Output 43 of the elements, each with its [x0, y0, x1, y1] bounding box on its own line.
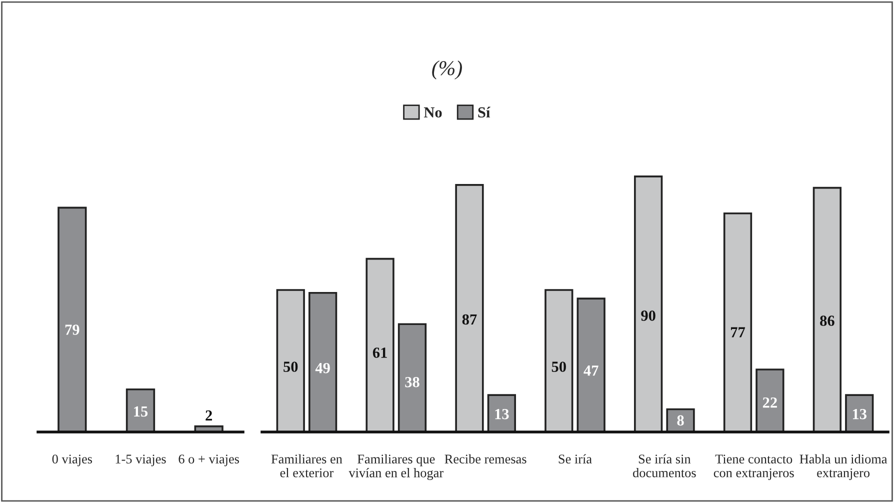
legend-label: No	[424, 107, 442, 118]
data-label: 87	[462, 314, 477, 325]
bar	[576, 298, 606, 432]
data-label: 79	[65, 324, 80, 335]
x-tick-label: 1-5 viajes	[116, 454, 166, 466]
data-label: 15	[134, 406, 148, 417]
bar	[812, 186, 842, 432]
bar	[487, 394, 516, 432]
x-tick-label: Tiene contacto con extranjeros	[714, 454, 794, 480]
x-tick-label: Se iría sin documentos	[633, 454, 696, 478]
data-label: 13	[495, 408, 509, 420]
x-tick-label: Habla un idioma extranjero	[800, 454, 888, 480]
data-label: 90	[641, 310, 656, 321]
data-label: 47	[584, 366, 598, 376]
data-label: 38	[405, 376, 420, 388]
x-tick-label: Se iría	[558, 454, 592, 464]
data-label: 50	[284, 362, 298, 372]
chart-title: (%)	[432, 60, 462, 80]
data-label: 2	[206, 410, 212, 421]
data-label: 22	[762, 397, 777, 408]
bar	[723, 212, 752, 432]
bar	[398, 323, 427, 432]
data-label: 49	[315, 362, 330, 374]
x-tick-label: Familiares en el exterior	[271, 454, 342, 478]
bar	[366, 258, 394, 432]
x-tick-label: Recibe remesas	[444, 454, 526, 464]
bar	[308, 292, 338, 432]
data-label: 86	[820, 316, 834, 326]
bar	[455, 184, 484, 432]
bar	[845, 394, 874, 432]
bar	[544, 289, 574, 432]
bar	[276, 289, 305, 432]
data-label: 77	[730, 327, 746, 338]
x-tick-label: Familiares que vivían en el hogar	[348, 454, 444, 480]
legend-label: Sí	[478, 106, 490, 118]
x-tick-label: 6 o + viajes	[178, 454, 240, 466]
data-label: 61	[372, 348, 387, 358]
data-label: 13	[852, 408, 866, 420]
bar	[756, 368, 784, 432]
data-label: 50	[552, 362, 566, 372]
bar	[634, 176, 663, 432]
data-label: 8	[677, 415, 684, 426]
x-tick-label: 0 viajes	[52, 454, 92, 466]
